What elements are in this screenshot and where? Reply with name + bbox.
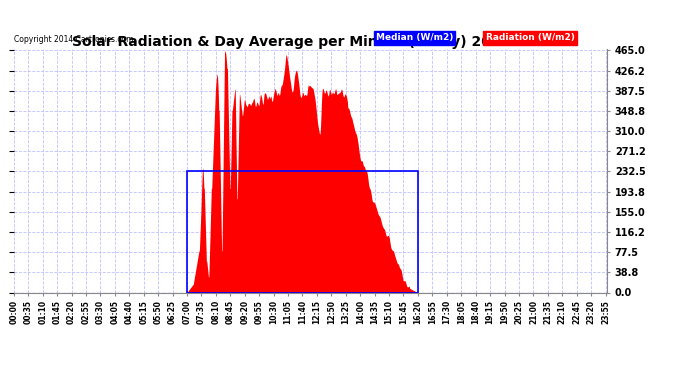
Text: Radiation (W/m2): Radiation (W/m2) bbox=[486, 33, 575, 42]
Text: Copyright 2014 Cartronics.com: Copyright 2014 Cartronics.com bbox=[14, 35, 133, 44]
Text: Median (W/m2): Median (W/m2) bbox=[376, 33, 453, 42]
Title: Solar Radiation & Day Average per Minute (Today) 20141202: Solar Radiation & Day Average per Minute… bbox=[72, 35, 549, 49]
Bar bbox=[187, 171, 418, 292]
